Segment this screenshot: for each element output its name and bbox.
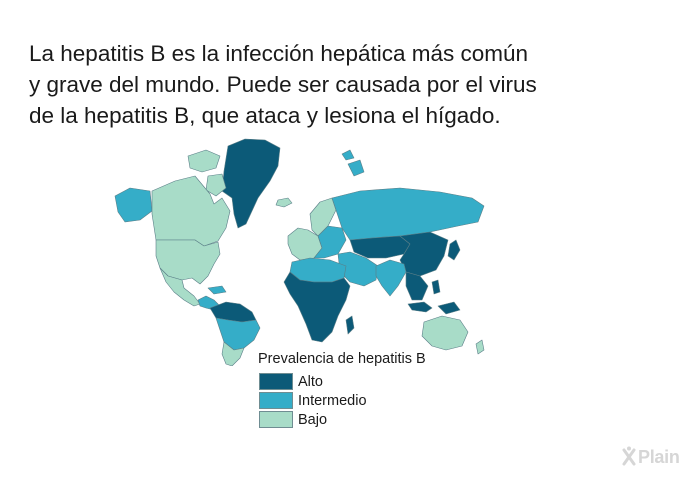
region-southeast-asia: [405, 271, 429, 301]
map-legend: Prevalencia de hepatitis B Alto Intermed…: [258, 351, 426, 429]
region-japan: [447, 239, 461, 261]
region-southern-cone: [221, 341, 245, 366]
legend-item-high: Alto: [259, 372, 426, 391]
legend-swatch-low: [259, 411, 293, 428]
region-alaska: [114, 187, 153, 223]
legend-label-high: Alto: [298, 373, 323, 390]
region-russia: [331, 187, 485, 241]
region-madagascar: [345, 315, 355, 335]
region-south-asia: [375, 259, 407, 297]
region-greenland: [221, 138, 281, 229]
intro-line-3: de la hepatitis B, que ataca y lesiona e…: [29, 103, 501, 128]
region-iceland: [275, 197, 293, 208]
region-philippines: [431, 279, 441, 295]
region-novaya: [347, 159, 365, 177]
legend-swatch-intermediate: [259, 392, 293, 409]
region-new-zealand: [475, 339, 485, 355]
region-central-asia: [349, 235, 411, 259]
legend-item-low: Bajo: [259, 410, 426, 429]
intro-line-2: y grave del mundo. Puede ser causada por…: [29, 72, 537, 97]
legend-label-intermediate: Intermedio: [298, 392, 367, 409]
region-scandinavia: [309, 197, 337, 237]
region-arctic-islands: [187, 149, 221, 173]
region-china: [399, 231, 449, 277]
region-sub-saharan-africa: [283, 271, 351, 343]
region-australia: [421, 315, 469, 351]
region-baffin: [205, 173, 227, 197]
x-plain-logo-icon: [622, 446, 636, 466]
region-svalbard: [341, 149, 355, 161]
region-indonesia: [407, 301, 433, 313]
world-map-svg: [114, 138, 485, 366]
legend-label-low: Bajo: [298, 411, 328, 428]
region-caribbean: [207, 285, 227, 295]
world-map: [110, 136, 490, 366]
legend-swatch-high: [259, 373, 293, 390]
x-plain-logo: Plain: [622, 446, 680, 468]
region-new-guinea: [437, 301, 461, 315]
region-south-america: [215, 317, 261, 351]
legend-title: Prevalencia de hepatitis B: [258, 351, 426, 367]
intro-text: La hepatitis B es la infección hepática …: [29, 38, 649, 131]
brand-text: Plain: [638, 446, 680, 467]
legend-item-intermediate: Intermedio: [259, 391, 426, 410]
intro-line-1: La hepatitis B es la infección hepática …: [29, 41, 529, 66]
